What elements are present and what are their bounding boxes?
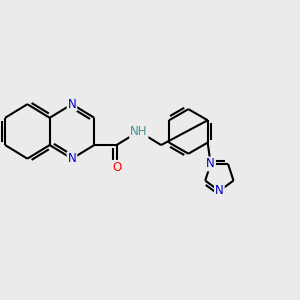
- Text: N: N: [206, 158, 215, 170]
- Text: N: N: [68, 152, 76, 165]
- Text: O: O: [112, 161, 121, 174]
- Text: N: N: [215, 184, 224, 197]
- Text: N: N: [68, 98, 76, 111]
- Text: NH: NH: [130, 125, 148, 138]
